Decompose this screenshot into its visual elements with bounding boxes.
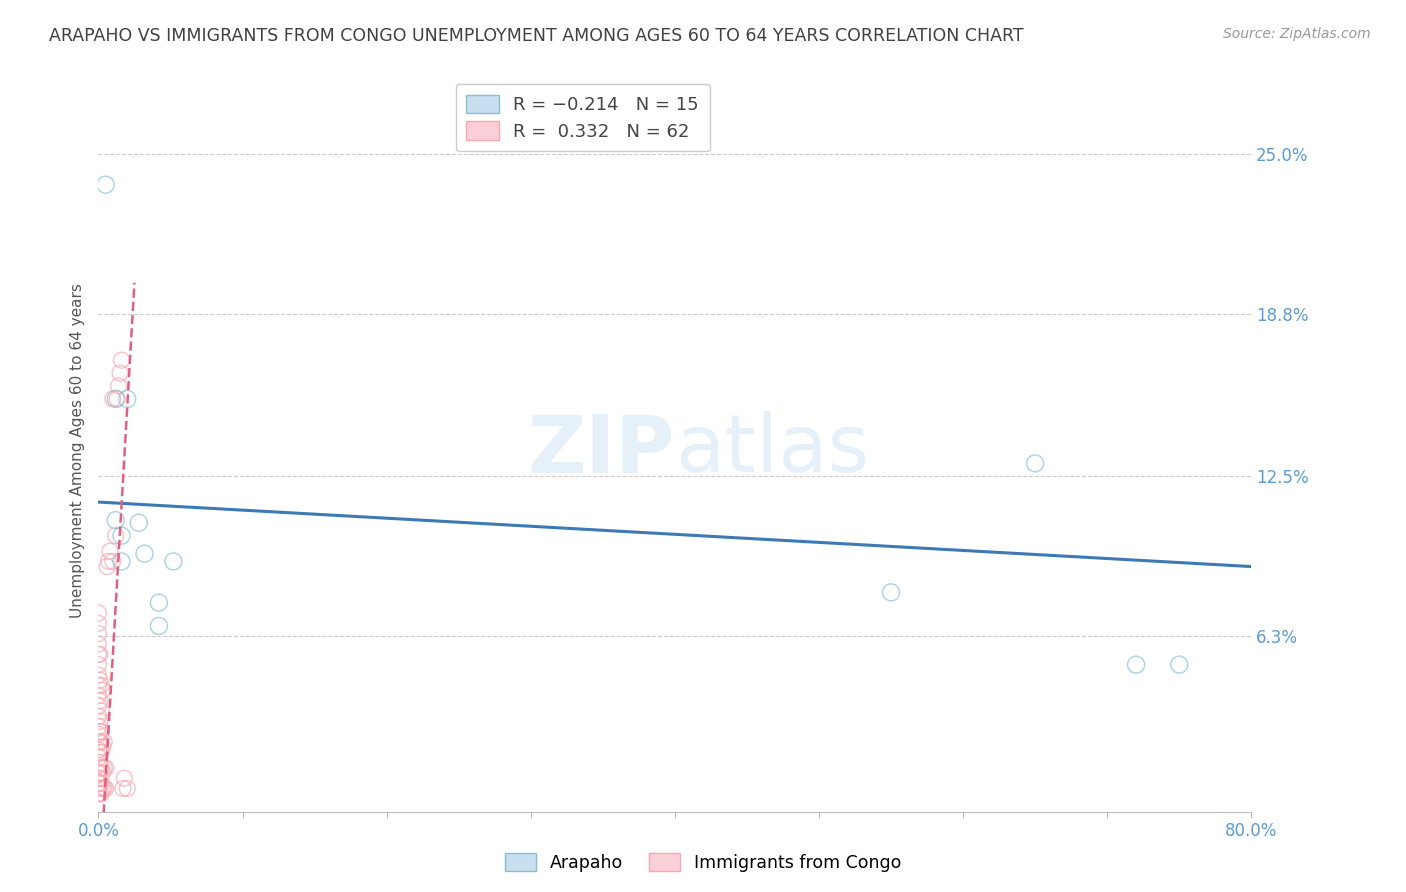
Point	[105, 392, 128, 406]
Point	[87, 606, 110, 620]
Point	[90, 724, 112, 739]
Point	[87, 616, 110, 631]
Point	[101, 392, 124, 406]
Point	[91, 781, 114, 796]
Point	[91, 683, 114, 698]
Point	[87, 750, 110, 764]
Point	[90, 745, 112, 759]
Point	[89, 745, 111, 759]
Point	[89, 776, 111, 790]
Point	[117, 781, 139, 796]
Point	[87, 735, 110, 749]
Point	[87, 776, 110, 790]
Point	[90, 704, 112, 718]
Point	[91, 740, 114, 755]
Point	[96, 559, 118, 574]
Point	[90, 761, 112, 775]
Point	[93, 781, 115, 796]
Point	[89, 714, 111, 729]
Point	[104, 528, 127, 542]
Legend: Arapaho, Immigrants from Congo: Arapaho, Immigrants from Congo	[498, 847, 908, 879]
Point	[87, 678, 110, 692]
Point	[87, 787, 110, 801]
Legend: R = −0.214   N = 15, R =  0.332   N = 62: R = −0.214 N = 15, R = 0.332 N = 62	[456, 84, 710, 152]
Point	[87, 781, 110, 796]
Point	[112, 771, 135, 785]
Point	[87, 657, 110, 672]
Point	[134, 547, 156, 561]
Point	[87, 689, 110, 703]
Point	[89, 724, 111, 739]
Point	[87, 743, 110, 757]
Point	[108, 366, 131, 380]
Point	[107, 379, 129, 393]
Point	[87, 668, 110, 682]
Text: ARAPAHO VS IMMIGRANTS FROM CONGO UNEMPLOYMENT AMONG AGES 60 TO 64 YEARS CORRELAT: ARAPAHO VS IMMIGRANTS FROM CONGO UNEMPLO…	[49, 27, 1024, 45]
Point	[89, 756, 111, 770]
Point	[94, 178, 117, 192]
Point	[117, 392, 139, 406]
Point	[87, 709, 110, 723]
Point	[87, 727, 110, 741]
Point	[101, 554, 124, 568]
Point	[148, 619, 170, 633]
Point	[110, 528, 132, 542]
Point	[89, 766, 111, 780]
Point	[1168, 657, 1191, 672]
Point	[87, 771, 110, 785]
Point	[90, 678, 112, 692]
Y-axis label: Unemployment Among Ages 60 to 64 years: Unemployment Among Ages 60 to 64 years	[69, 283, 84, 618]
Point	[89, 735, 111, 749]
Point	[880, 585, 903, 599]
Point	[94, 781, 117, 796]
Point	[128, 516, 150, 530]
Point	[87, 720, 110, 734]
Point	[110, 353, 132, 368]
Point	[1024, 456, 1046, 470]
Point	[148, 596, 170, 610]
Point	[87, 626, 110, 640]
Point	[89, 673, 111, 687]
Point	[89, 648, 111, 662]
Point	[89, 787, 111, 801]
Point	[87, 637, 110, 651]
Point	[87, 766, 110, 780]
Point	[98, 544, 121, 558]
Point	[110, 554, 132, 568]
Point	[94, 761, 117, 775]
Point	[104, 392, 127, 406]
Point	[87, 758, 110, 772]
Point	[89, 694, 111, 708]
Point	[91, 766, 114, 780]
Point	[87, 648, 110, 662]
Text: ZIP: ZIP	[527, 411, 675, 490]
Point	[90, 776, 112, 790]
Point	[93, 761, 115, 775]
Point	[87, 698, 110, 713]
Point	[93, 735, 115, 749]
Point	[104, 513, 127, 527]
Point	[90, 787, 112, 801]
Text: atlas: atlas	[675, 411, 869, 490]
Point	[1125, 657, 1147, 672]
Text: Source: ZipAtlas.com: Source: ZipAtlas.com	[1223, 27, 1371, 41]
Point	[111, 781, 134, 796]
Point	[97, 554, 120, 568]
Point	[162, 554, 184, 568]
